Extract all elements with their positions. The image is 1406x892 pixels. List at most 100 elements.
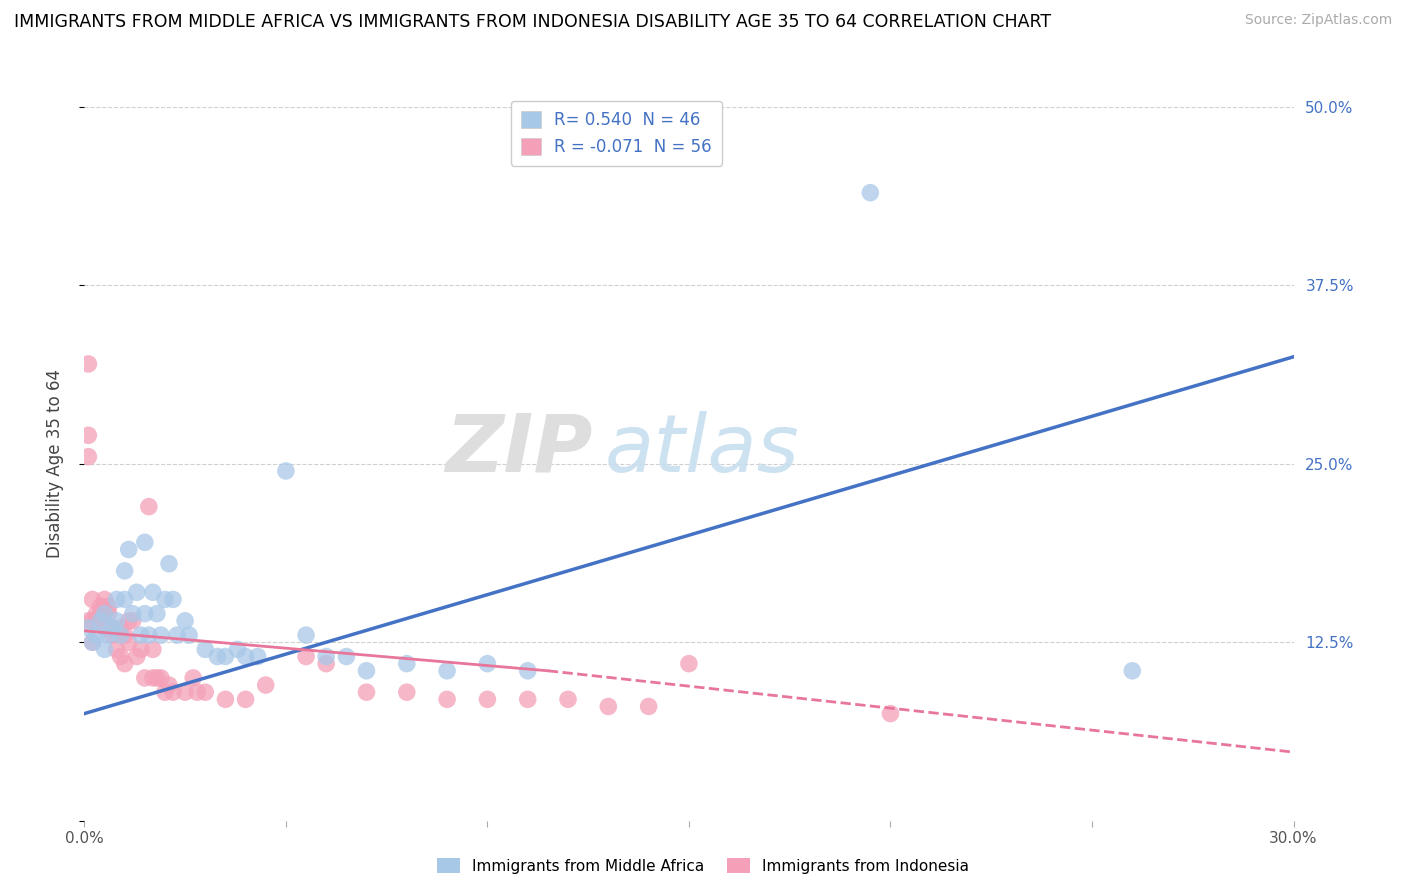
Text: atlas: atlas <box>605 410 799 489</box>
Point <box>77 621 100 635</box>
Point <box>678 657 700 671</box>
Point <box>335 649 357 664</box>
Point <box>157 557 180 571</box>
Point <box>157 678 180 692</box>
Point <box>146 607 169 621</box>
Point <box>82 635 104 649</box>
Point <box>162 685 184 699</box>
Point <box>436 664 458 678</box>
Point <box>214 692 236 706</box>
Point <box>477 657 499 671</box>
Point <box>153 685 176 699</box>
Point <box>254 678 277 692</box>
Point <box>194 685 217 699</box>
Point <box>97 628 120 642</box>
Point <box>121 614 143 628</box>
Point <box>315 649 337 664</box>
Point <box>121 607 143 621</box>
Point <box>129 628 152 642</box>
Point <box>356 685 378 699</box>
Point <box>114 628 136 642</box>
Point <box>82 614 104 628</box>
Point <box>118 614 141 628</box>
Point <box>246 649 269 664</box>
Point <box>557 692 579 706</box>
Point <box>86 628 108 642</box>
Point <box>89 599 111 614</box>
Point <box>82 635 104 649</box>
Point <box>207 649 229 664</box>
Legend: Immigrants from Middle Africa, Immigrants from Indonesia: Immigrants from Middle Africa, Immigrant… <box>430 852 976 880</box>
Point <box>86 614 108 628</box>
Point <box>274 464 297 478</box>
Point <box>235 649 257 664</box>
Point <box>77 614 100 628</box>
Point <box>93 592 115 607</box>
Point <box>93 607 115 621</box>
Point <box>105 614 128 628</box>
Point <box>89 607 111 621</box>
Point <box>214 649 236 664</box>
Point <box>174 614 197 628</box>
Point <box>125 585 148 599</box>
Text: Source: ZipAtlas.com: Source: ZipAtlas.com <box>1244 13 1392 28</box>
Point <box>114 592 136 607</box>
Point <box>149 671 172 685</box>
Point <box>186 685 208 699</box>
Point <box>162 592 184 607</box>
Point <box>859 186 882 200</box>
Point <box>516 664 538 678</box>
Point <box>82 592 104 607</box>
Point <box>110 628 132 642</box>
Point <box>226 642 249 657</box>
Point <box>125 649 148 664</box>
Point <box>134 535 156 549</box>
Point <box>93 642 115 657</box>
Point <box>77 450 100 464</box>
Point <box>101 621 124 635</box>
Legend: R= 0.540  N = 46, R = -0.071  N = 56: R= 0.540 N = 46, R = -0.071 N = 56 <box>510 101 721 166</box>
Point <box>395 657 418 671</box>
Point <box>179 628 201 642</box>
Point <box>598 699 620 714</box>
Point <box>315 657 337 671</box>
Point <box>89 614 111 628</box>
Point <box>118 635 141 649</box>
Point <box>129 642 152 657</box>
Point <box>97 599 120 614</box>
Point <box>114 657 136 671</box>
Point <box>879 706 901 721</box>
Point <box>637 699 659 714</box>
Point <box>436 692 458 706</box>
Point <box>138 628 160 642</box>
Point <box>149 628 172 642</box>
Point <box>118 542 141 557</box>
Point <box>235 692 257 706</box>
Point <box>181 671 204 685</box>
Point <box>166 628 188 642</box>
Point <box>101 628 124 642</box>
Point <box>142 642 165 657</box>
Point <box>142 671 165 685</box>
Y-axis label: Disability Age 35 to 64: Disability Age 35 to 64 <box>45 369 63 558</box>
Point <box>110 649 132 664</box>
Point <box>174 685 197 699</box>
Point <box>142 585 165 599</box>
Point <box>1121 664 1143 678</box>
Text: ZIP: ZIP <box>444 410 592 489</box>
Point <box>86 607 108 621</box>
Point <box>110 621 132 635</box>
Point <box>93 621 115 635</box>
Point <box>295 649 318 664</box>
Point <box>101 621 124 635</box>
Point <box>138 500 160 514</box>
Point <box>153 592 176 607</box>
Point <box>77 357 100 371</box>
Point <box>146 671 169 685</box>
Point <box>77 428 100 442</box>
Point <box>114 564 136 578</box>
Point <box>105 592 128 607</box>
Point <box>134 607 156 621</box>
Point <box>395 685 418 699</box>
Point <box>295 628 318 642</box>
